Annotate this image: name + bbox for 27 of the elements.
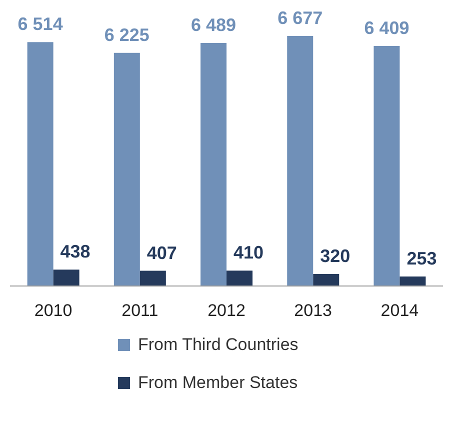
bar [313, 274, 340, 286]
data-label: 6 409 [364, 18, 410, 38]
data-label: 253 [406, 248, 437, 269]
bar [226, 270, 253, 286]
bar [374, 46, 400, 286]
data-label: 320 [320, 246, 350, 266]
bar [287, 36, 314, 286]
legend-label: From Third Countries [138, 335, 298, 355]
bar [140, 270, 166, 286]
data-label: 6 489 [190, 15, 236, 36]
data-label: 407 [146, 242, 177, 263]
x-tick-label: 2013 [294, 301, 332, 320]
bar [53, 270, 80, 286]
x-tick-label: 2010 [34, 301, 72, 320]
x-tick-label: 2011 [122, 301, 158, 320]
x-tick-label: 2014 [380, 301, 419, 320]
data-label: 6 677 [278, 8, 323, 28]
data-label: 438 [60, 242, 90, 262]
data-label: 6 225 [104, 24, 150, 45]
bar [400, 276, 426, 286]
bar [200, 43, 227, 286]
bar [114, 52, 140, 286]
legend-label: From Member States [138, 373, 298, 393]
data-label: 410 [233, 242, 264, 263]
x-tick-label: 2012 [208, 301, 246, 320]
bar [27, 42, 54, 286]
data-label: 6 514 [18, 14, 63, 34]
